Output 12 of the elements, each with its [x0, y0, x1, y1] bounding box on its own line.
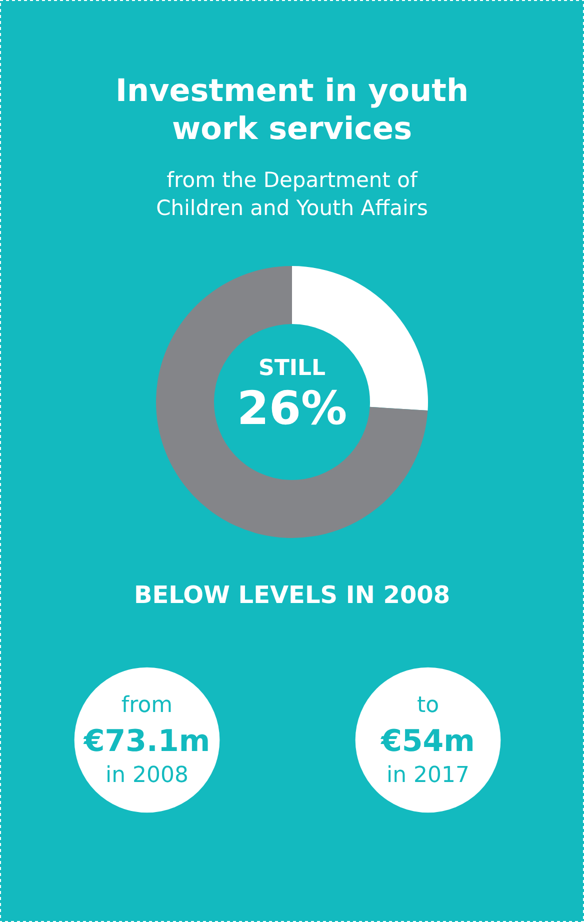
text: €54m [380, 724, 475, 759]
text: to [416, 693, 440, 718]
chart-title: Investment in youth work services [115, 73, 469, 147]
text: from [121, 693, 173, 718]
text: BELOW LEVELS IN 2008 [134, 581, 450, 609]
text: in 2017 [386, 763, 470, 788]
text: 26% [236, 381, 348, 435]
text: in 2008 [105, 763, 189, 788]
chart-subtitle: from the Department of Children and Youth Affairs [156, 168, 428, 220]
donut-slice [156, 266, 428, 538]
text: STILL [258, 356, 326, 381]
text: €73.1m [82, 724, 210, 759]
